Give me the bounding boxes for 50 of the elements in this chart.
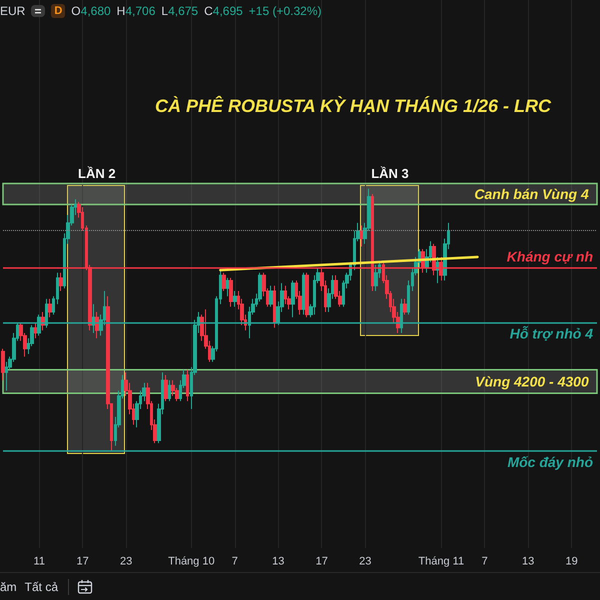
candlestick (273, 285, 276, 328)
x-tick-label: 7 (482, 556, 488, 568)
candlestick (222, 272, 226, 292)
band-label: Canh bán Vùng 4 (474, 186, 589, 202)
candlestick (1, 348, 5, 381)
x-tick-label: Tháng 10 (168, 556, 215, 568)
band-label: Vùng 4200 - 4300 (475, 374, 589, 390)
text: Tất cả (24, 580, 58, 594)
x-tick-label: Tháng 11 (418, 556, 464, 568)
candlestick (302, 272, 305, 316)
text: H4,706 (116, 4, 156, 18)
x-tick-label: 7 (232, 556, 238, 568)
candlestick (436, 256, 439, 284)
x-tick-label: 23 (359, 556, 372, 568)
ref-line-label: Hỗ trợ nhỏ 4 (510, 326, 594, 342)
text: LẦN 2 (78, 166, 116, 182)
x-tick-label: 23 (120, 556, 132, 568)
ref-line-label: Kháng cự nh (506, 248, 593, 264)
candlestick (374, 264, 378, 292)
candlestick (34, 322, 37, 339)
candlestick (233, 290, 237, 308)
candlestick (360, 224, 363, 247)
chart-title: CÀ PHÊ ROBUSTA KỲ HẠN THÁNG 1/26 - LRC (155, 95, 552, 116)
candlestick (229, 277, 233, 308)
candlestick (48, 298, 52, 318)
text: EUR (0, 4, 26, 18)
x-tick-label: 13 (272, 556, 284, 568)
candlestick (269, 285, 273, 308)
text: C4,695 (204, 4, 243, 18)
x-tick-label: 11 (34, 556, 45, 568)
text: L4,675 (161, 4, 198, 18)
text: ăm (0, 580, 17, 594)
candlestick (186, 369, 189, 402)
candlestick (59, 272, 63, 292)
candlestick (291, 280, 295, 318)
text: O4,680 (71, 4, 111, 18)
x-tick-label: 17 (316, 556, 328, 568)
text: LẦN 3 (371, 166, 409, 182)
candlestick (403, 298, 407, 316)
x-tick-label: 19 (566, 556, 578, 568)
x-tick-label: 13 (522, 556, 534, 568)
candlestick (226, 277, 229, 297)
candlestick (168, 380, 171, 402)
ref-line-label: Mốc đáy nhỏ (507, 454, 594, 470)
text: D (51, 4, 66, 18)
candlestick (305, 272, 309, 318)
text: +15 (+0.32%) (248, 4, 322, 18)
candlestick (95, 312, 99, 339)
candlestick (164, 374, 168, 402)
x-tick-label: 17 (76, 556, 89, 568)
